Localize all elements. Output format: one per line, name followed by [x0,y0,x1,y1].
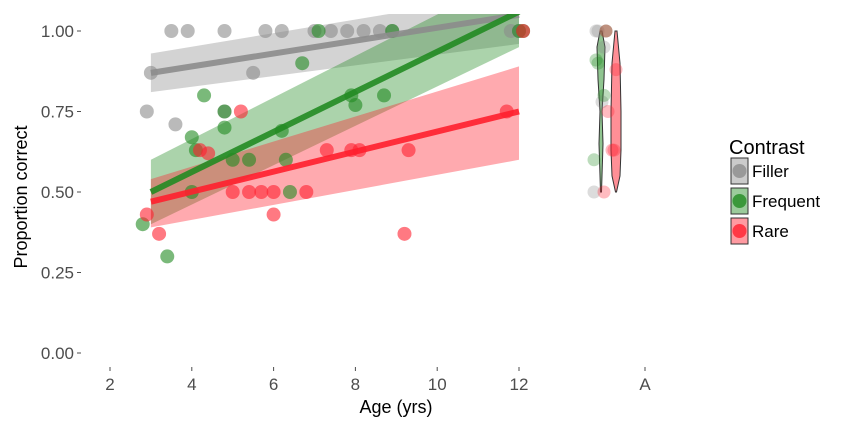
frequent-point [295,56,310,71]
frequent-violin [596,30,606,193]
y-tick-label: 0.75 [41,103,74,122]
rare-violin-point [597,185,611,199]
legend: Contrast Filler Frequent Rare [729,137,820,245]
x-tick-label: 8 [351,375,360,394]
legend-key-dot-frequent [732,194,747,208]
frequent-point [311,24,326,38]
x-axis-title: Age (yrs) [359,397,432,417]
legend-title: Contrast [729,137,805,159]
rare-point [397,226,412,241]
x-tick-label: 4 [187,375,196,394]
frequent-point [242,152,257,167]
frequent-point [217,104,232,119]
frequent-point [217,120,232,135]
legend-key-dot-rare [732,224,747,238]
rare-point [299,185,314,199]
filler-violin-point [595,95,609,109]
rare-point [516,24,531,38]
violin-plots [596,30,622,193]
legend-label-filler: Filler [752,162,789,181]
rare-point [242,185,257,199]
confidence-bands [150,14,519,228]
filler-fit-line [150,14,520,76]
x-axis: 2 4 6 8 10 12 A [105,367,651,394]
filler-point [217,24,232,38]
filler-ci-band [150,14,519,93]
frequent-point [278,152,293,167]
rare-point [201,146,216,161]
frequent-point [282,185,297,199]
rare-violin-point [599,24,613,38]
frequent-violin-point [599,24,613,38]
filler-point [340,24,355,38]
filler-point [168,117,183,132]
frequent-violin-point [587,153,601,167]
rare-violin-point [609,63,623,77]
rare-point [401,143,416,158]
rare-point [254,185,269,199]
rare-violin [610,30,622,193]
legend-key-dot-filler [732,164,747,178]
rare-point [319,143,334,158]
y-tick-label: 0.00 [41,344,74,363]
y-tick-label: 0.25 [41,264,74,283]
rare-point [233,104,248,119]
x-tick-label: 12 [510,375,529,394]
frequent-point [348,98,363,113]
filler-violin-point [591,24,605,38]
filler-point [356,24,371,38]
filler-point [274,24,289,38]
y-tick-label: 0.50 [41,183,74,202]
filler-violin-point [589,24,603,38]
filler-violin-point [587,185,601,199]
rare-point [225,185,240,199]
rare-violin-point [607,143,621,157]
y-tick-label: 1.00 [41,22,74,41]
rare-point [152,226,167,241]
frequent-fit-line [149,14,521,195]
rare-ci-band [150,66,519,228]
frequent-point [184,130,199,145]
filler-point [139,104,154,119]
legend-label-rare: Rare [752,222,789,241]
filler-point [164,24,179,38]
rare-violin-point [601,105,615,118]
x-tick-label: 2 [105,375,114,394]
filler-point [180,24,195,38]
rare-point [266,185,281,199]
frequent-violin-point [597,88,611,102]
fit-lines [149,14,521,205]
frequent-point [160,249,175,264]
x-tick-label: 6 [269,375,278,394]
rare-fit-line [150,108,520,205]
frequent-point [377,88,392,103]
rare-point [266,207,281,222]
filler-point [323,24,338,38]
frequent-ci-band [150,14,519,225]
filler-violin-point [597,40,611,54]
frequent-violin-point [591,56,605,70]
x-tick-label: 10 [428,375,447,394]
filler-point [246,65,261,80]
legend-label-frequent: Frequent [752,192,820,211]
x-tick-label: A [639,375,651,394]
frequent-point [197,88,212,103]
rare-point [139,207,154,222]
y-axis-title: Proportion correct [11,125,31,268]
y-axis: 0.00 0.25 0.50 0.75 1.00 [41,22,81,363]
rare-violin-point [605,143,619,157]
filler-violin-point [599,24,613,38]
filler-point [258,24,273,38]
frequent-violin-point [589,53,603,67]
violin-points [587,24,623,199]
